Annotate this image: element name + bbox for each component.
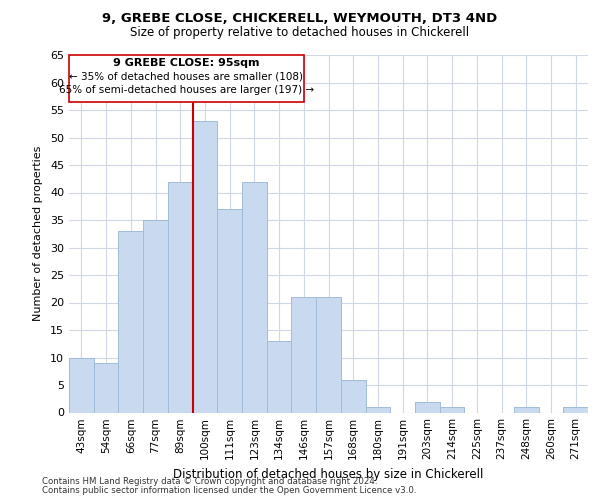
Bar [415,402,440,412]
Y-axis label: Number of detached properties: Number of detached properties [33,146,43,322]
Bar [69,358,94,412]
Bar [440,407,464,412]
Bar [292,297,316,412]
X-axis label: Distribution of detached houses by size in Chickerell: Distribution of detached houses by size … [173,468,484,481]
Bar [316,297,341,412]
Bar [514,407,539,412]
Bar [94,363,118,412]
Bar [267,341,292,412]
Bar [242,182,267,412]
Text: Contains public sector information licensed under the Open Government Licence v3: Contains public sector information licen… [42,486,416,495]
Text: 65% of semi-detached houses are larger (197) →: 65% of semi-detached houses are larger (… [59,86,314,96]
Bar [143,220,168,412]
Bar [563,407,588,412]
Bar [365,407,390,412]
Bar [193,121,217,412]
Text: ← 35% of detached houses are smaller (108): ← 35% of detached houses are smaller (10… [70,72,304,82]
Bar [168,182,193,412]
Text: 9, GREBE CLOSE, CHICKERELL, WEYMOUTH, DT3 4ND: 9, GREBE CLOSE, CHICKERELL, WEYMOUTH, DT… [103,12,497,26]
Text: 9 GREBE CLOSE: 95sqm: 9 GREBE CLOSE: 95sqm [113,58,260,68]
Bar [118,231,143,412]
FancyBboxPatch shape [69,55,304,102]
Text: Size of property relative to detached houses in Chickerell: Size of property relative to detached ho… [130,26,470,39]
Bar [341,380,365,412]
Bar [217,209,242,412]
Text: Contains HM Land Registry data © Crown copyright and database right 2024.: Contains HM Land Registry data © Crown c… [42,477,377,486]
